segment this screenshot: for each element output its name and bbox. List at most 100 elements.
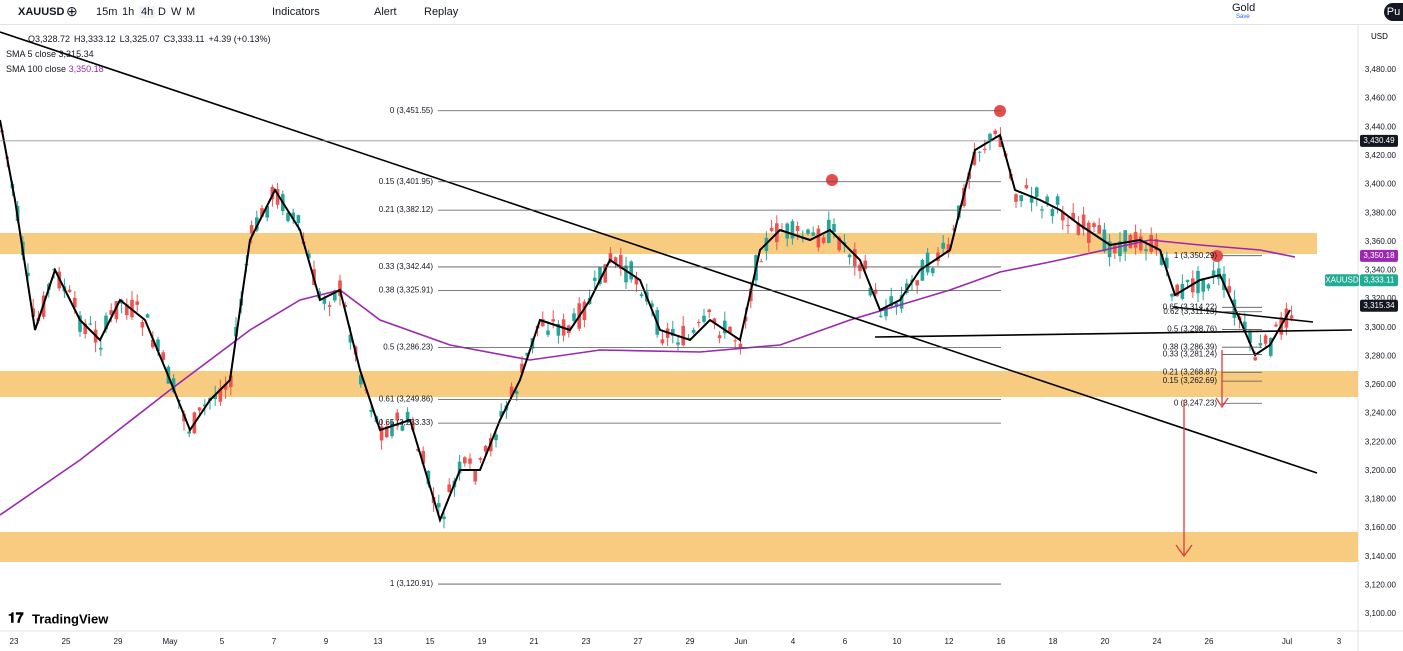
candle-body [1019,195,1023,202]
candle-body [983,148,987,150]
candle-body [1139,236,1143,251]
candle-body [421,451,425,464]
time-tick-label: 29 [114,637,123,646]
interval[interactable]: 1h [122,6,135,18]
candle-body [785,223,789,239]
candle-body [572,313,576,321]
candle-body [769,227,774,231]
indicators-button[interactable]: Indicators [272,6,320,18]
candle-body [629,261,633,280]
candle-body [1055,196,1060,205]
candle-body [738,343,743,348]
candle-body [369,409,373,413]
candle-body [1050,208,1055,217]
price-tick-label: 3,220.00 [1365,437,1397,446]
price-badge [1360,249,1398,262]
toolbar: XAUUSD ⊕ 15m 1h 4h D W M Indicators Alert Rep… [0,0,1403,25]
candle-body [546,330,550,335]
candle-body [197,407,202,411]
user-avatar[interactable]: Pu [1384,3,1403,21]
candle-body [608,253,613,262]
candle-body [67,289,72,293]
candle-body [135,301,139,305]
price-tick-label: 3,380.00 [1365,208,1397,217]
zone [0,233,1317,254]
candle-body [1274,324,1278,327]
price-tick-label: 3,320.00 [1365,294,1397,303]
candle-body [977,151,982,153]
candle-body [447,484,451,493]
candle-body [1154,239,1159,251]
candle-body [1248,330,1252,343]
candle-body [463,457,467,464]
time-tick-label: 18 [1049,637,1058,646]
candle-body [884,307,888,317]
interval[interactable]: D [158,6,166,18]
candle-body [650,303,654,308]
price-tick-label: 3,420.00 [1365,151,1397,160]
fib-label: 0.21 (3,268.87) [1163,367,1218,376]
candle-body [1045,196,1049,203]
time-tick-label: 4 [791,637,796,646]
sma-100: SMA 100 close 3,350.18 [6,62,275,77]
candle-body [988,133,992,142]
interval[interactable]: M [186,6,196,18]
candle-body [1165,257,1169,269]
marker [1211,250,1223,262]
add-symbol[interactable]: ⊕ [66,3,78,19]
fib-label: 0.21 (3,382.12) [379,205,434,214]
interval[interactable]: W [171,6,182,18]
replay-button[interactable]: Replay [424,6,459,18]
candle-body [868,287,873,296]
candle-body [556,323,561,336]
price-tick-label: 3,180.00 [1365,495,1397,504]
candle-body [515,391,519,394]
indicator-name: SMA 5 close [6,49,57,59]
candle-body [327,305,332,307]
candle-body [993,130,997,134]
arrow [1175,350,1229,558]
candle-body [639,294,644,297]
candle-body [385,426,389,438]
candle-body [296,215,301,224]
time-tick-label: 20 [1101,637,1110,646]
candle-body [218,388,223,402]
candle-body [1201,278,1205,292]
candle-body [348,334,353,343]
candle-body [468,458,472,464]
interval[interactable]: 4h [139,6,156,18]
symbol-tag [1325,274,1359,287]
candle-body [858,264,862,272]
candle-body [1014,194,1018,202]
sma-5-line [0,119,1291,524]
candle-body [951,228,956,230]
alert-button[interactable]: Alert [374,6,397,18]
candle-body [307,253,311,259]
price-badge-label: 3,333.11 [1364,275,1395,284]
indicator-name: SMA 100 close [6,64,67,74]
candle-body [931,268,935,274]
currency[interactable]: USD [1371,32,1388,41]
time-tick-label: 12 [945,637,954,646]
symbol[interactable]: XAUUSD [18,6,65,18]
candle-body [1175,284,1179,297]
price-tick-label: 3,260.00 [1365,380,1397,389]
interval[interactable]: 15m [96,6,118,18]
candle-body [619,254,623,269]
time-tick-label: 16 [997,637,1006,646]
price-tick-label: 3,160.00 [1365,523,1397,532]
save-button[interactable]: Save [1236,14,1250,20]
candle-body [156,339,160,352]
candle-body [437,503,441,508]
price-tick-label: 3,140.00 [1365,552,1397,561]
candle-body [702,315,706,322]
fib-label: 0.5 (3,298.76) [1167,325,1217,334]
instrument[interactable]: Gold [1232,2,1256,14]
price-badge-label: 3,315.34 [1363,301,1395,310]
candle-body [379,426,384,441]
candle-body [593,277,597,281]
candle-body [26,272,30,277]
price-tick-label: 3,200.00 [1365,466,1397,475]
candle-body [1144,249,1148,252]
zone [0,371,1358,397]
